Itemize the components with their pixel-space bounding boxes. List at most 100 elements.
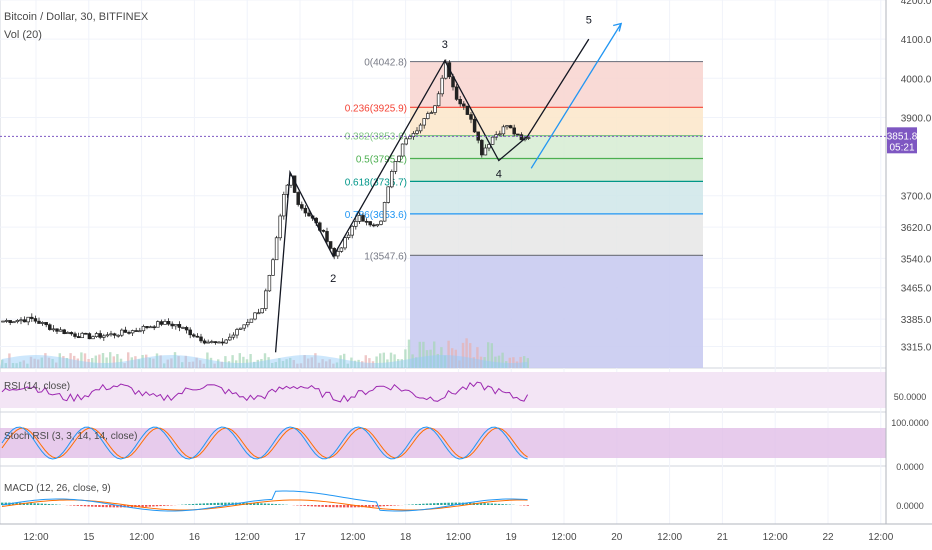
candle[interactable] [44, 322, 48, 328]
candle[interactable] [357, 212, 362, 225]
candle[interactable] [274, 235, 279, 261]
candle[interactable] [4, 318, 9, 323]
candle[interactable] [15, 319, 20, 324]
candle[interactable] [260, 308, 264, 314]
candle[interactable] [174, 324, 178, 330]
candle[interactable] [8, 320, 12, 326]
symbol-title[interactable]: Bitcoin / Dollar, 30, BITFINEX [4, 11, 149, 23]
candle[interactable] [246, 318, 250, 328]
candle[interactable] [84, 332, 88, 335]
candle[interactable] [278, 213, 282, 241]
stoch-rsi-title[interactable]: Stoch RSI (3, 3, 14, 14, close) [4, 431, 137, 442]
candle[interactable] [188, 327, 192, 339]
candle[interactable] [76, 332, 81, 339]
candle[interactable] [386, 186, 390, 204]
candle[interactable] [145, 326, 149, 330]
candle[interactable] [112, 332, 117, 339]
candle[interactable] [346, 231, 351, 240]
candle[interactable] [465, 105, 470, 115]
candle[interactable] [12, 321, 16, 324]
candle[interactable] [210, 339, 214, 344]
candle[interactable] [368, 221, 372, 227]
candle[interactable] [361, 213, 365, 222]
projection-arrow[interactable] [530, 23, 622, 169]
candle[interactable] [163, 319, 167, 325]
candle[interactable] [282, 191, 286, 220]
candle[interactable] [426, 111, 430, 120]
candle[interactable] [138, 327, 142, 333]
candle[interactable] [40, 321, 45, 326]
candle[interactable] [22, 316, 27, 323]
candle[interactable] [19, 317, 23, 325]
candle[interactable] [120, 328, 124, 338]
candle[interactable] [87, 332, 92, 340]
candle[interactable] [134, 327, 138, 332]
candle[interactable] [195, 333, 200, 338]
candle[interactable] [433, 105, 437, 116]
candle[interactable] [177, 321, 182, 332]
candle[interactable] [148, 325, 153, 329]
candle[interactable] [472, 115, 477, 133]
candle[interactable] [202, 338, 207, 345]
candle[interactable] [242, 324, 246, 332]
candle[interactable] [429, 110, 434, 114]
candle[interactable] [1, 320, 5, 323]
candle[interactable] [231, 332, 236, 340]
candle[interactable] [156, 320, 160, 328]
candle[interactable] [469, 112, 473, 124]
candle[interactable] [69, 331, 74, 336]
macd-title[interactable]: MACD (12, 26, close, 9) [4, 483, 111, 494]
candle[interactable] [454, 84, 459, 101]
candle[interactable] [102, 333, 106, 341]
candle[interactable] [321, 229, 326, 233]
elliott-wave-path[interactable] [274, 38, 590, 353]
candle[interactable] [505, 125, 509, 130]
candle[interactable] [393, 161, 398, 175]
candle[interactable] [48, 323, 52, 331]
candle[interactable] [26, 316, 30, 326]
candle[interactable] [253, 312, 257, 321]
candle[interactable] [73, 331, 77, 339]
candle[interactable] [400, 143, 405, 157]
wave-label[interactable]: 5 [586, 14, 592, 26]
candle[interactable] [199, 333, 203, 344]
candle[interactable] [303, 205, 308, 217]
candle[interactable] [516, 133, 520, 136]
candle[interactable] [379, 220, 383, 226]
candle[interactable] [217, 341, 221, 344]
candle[interactable] [296, 191, 300, 207]
candle[interactable] [170, 321, 174, 329]
candle[interactable] [256, 308, 261, 315]
candle[interactable] [325, 227, 329, 246]
candle[interactable] [235, 327, 239, 339]
candle[interactable] [354, 218, 358, 230]
candle[interactable] [375, 223, 380, 228]
candle[interactable] [30, 313, 34, 322]
candle[interactable] [372, 223, 376, 228]
candle[interactable] [343, 234, 347, 251]
candle[interactable] [94, 331, 99, 338]
candle[interactable] [130, 329, 135, 336]
candle[interactable] [300, 201, 304, 211]
candle[interactable] [264, 288, 268, 311]
candle[interactable] [490, 136, 495, 145]
candle[interactable] [238, 327, 243, 330]
candle[interactable] [498, 130, 502, 137]
candle[interactable] [390, 169, 394, 189]
volume-label[interactable]: Vol (20) [4, 29, 42, 41]
candle[interactable] [228, 333, 232, 341]
candle[interactable] [404, 136, 408, 146]
candle[interactable] [364, 218, 369, 226]
candle[interactable] [220, 338, 225, 346]
candle[interactable] [123, 326, 128, 333]
candle[interactable] [436, 91, 441, 107]
candle[interactable] [159, 319, 164, 327]
candle[interactable] [206, 339, 210, 344]
candle[interactable] [328, 241, 333, 250]
candle[interactable] [483, 144, 488, 156]
candle[interactable] [91, 335, 95, 340]
candle[interactable] [66, 331, 70, 335]
candle[interactable] [166, 318, 171, 326]
candle[interactable] [37, 317, 41, 324]
